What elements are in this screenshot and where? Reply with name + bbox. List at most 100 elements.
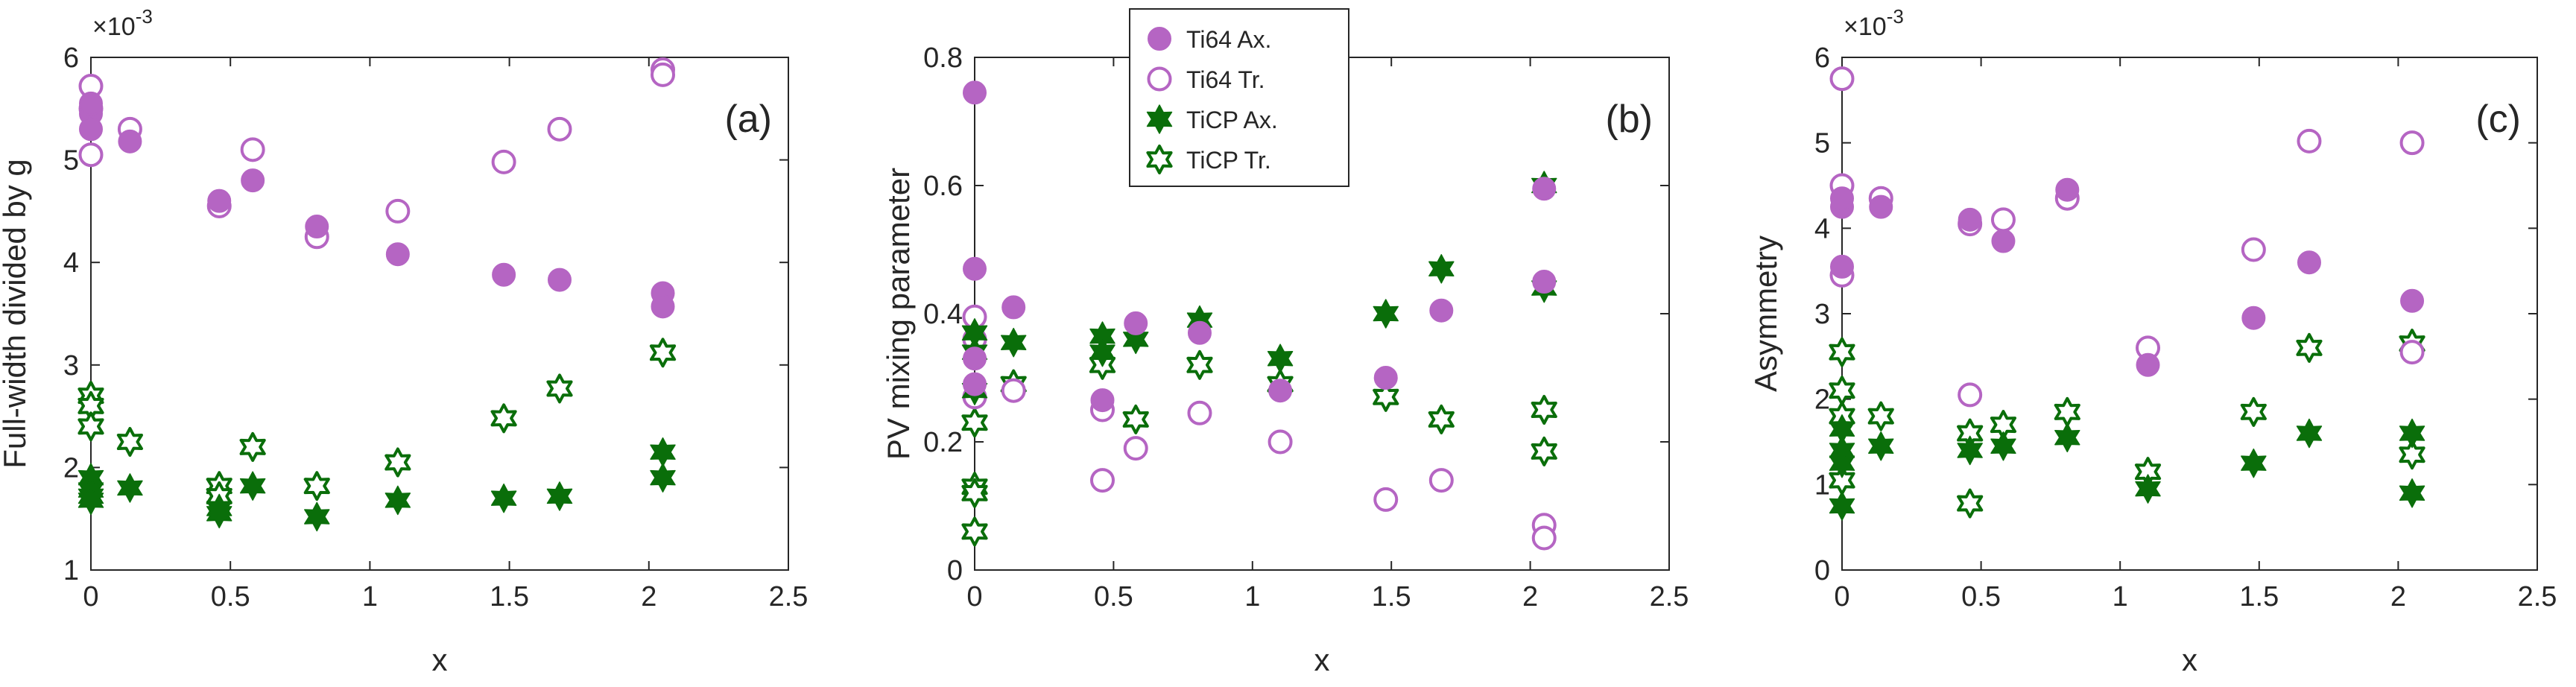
data-point-ticp_ax [1428,254,1455,284]
y-tick-label: 0 [1814,555,1830,586]
legend-entry-ti64_tr: Ti64 Tr. [1147,66,1265,93]
data-point-ticp_tr [961,478,988,508]
legend-entry-ticp_tr: TiCP Tr. [1146,145,1271,174]
y-tick-label: 0.4 [923,299,963,330]
data-point-ti64_ax [1991,229,2016,253]
data-point-ticp_ax [117,473,143,503]
series-ticp_ax [77,437,676,532]
panel-label: (c) [2475,98,2521,141]
data-point-ticp_ax [304,501,330,532]
legend: Ti64 Ax. Ti64 Tr. TiCP Ax. TiCP Tr. [1129,8,1349,187]
data-point-ticp_ax [1123,324,1149,355]
data-point-ti64_tr [1089,468,1115,493]
data-point-ti64_tr [651,62,676,87]
data-point-ti64_ax [492,262,516,287]
legend-label: Ti64 Tr. [1186,66,1265,93]
data-point-ti64_ax [1532,177,1557,201]
y-tick-label: 1 [63,555,79,586]
x-tick-label: 2.5 [769,581,808,612]
x-tick-label: 2 [1522,581,1538,612]
data-point-ti64_ax [2297,250,2321,275]
x-tick-label: 0 [966,581,982,612]
data-point-ticp_tr [961,408,988,438]
series-ti64_ax [963,80,1557,413]
data-point-ticp_tr [1867,401,1894,431]
data-point-ti64_ax [547,267,572,292]
data-point-ticp_tr [1428,404,1455,434]
series-ti64_ax [79,91,675,319]
data-point-ti64_ax [651,294,675,319]
data-point-ti64_ax [1830,254,1854,279]
data-point-ti64_tr [547,116,572,142]
data-point-ti64_tr [491,149,516,174]
series-ti64_ax [1830,177,2425,377]
data-point-ti64_ax [1090,388,1115,413]
data-point-ti64_tr [1373,487,1399,512]
x-tick-label: 1 [1244,581,1260,612]
data-point-ticp_tr [1957,488,1984,519]
data-point-ticp_ax [1990,431,2016,461]
y-tick-label: 4 [1814,213,1830,244]
data-point-ticp_ax [1089,337,1115,367]
legend-marker-ticp_ax [1146,104,1173,134]
data-point-ti64_tr [2241,237,2266,262]
data-point-ti64_ax [2400,288,2425,313]
data-point-ticp_ax [2135,474,2161,504]
x-tick-label: 0.5 [1961,581,2001,612]
data-point-ti64_ax [305,215,329,239]
data-point-ti64_tr [1187,400,1212,425]
data-point-ticp_ax [490,483,517,513]
y-tick-label: 2 [63,452,79,484]
data-point-ticp_tr [2240,396,2267,427]
panel-label: (b) [1605,98,1653,141]
y-multiplier: ×10-3 [1844,5,1904,41]
data-point-ticp_tr [546,373,573,404]
data-point-ti64_tr [2297,128,2322,153]
y-multiplier-exponent: -3 [136,5,153,28]
data-point-ticp_ax [1000,327,1027,358]
data-point-ticp_tr [303,471,330,501]
y-tick-label: 3 [63,350,79,382]
data-point-ticp_tr [1531,436,1557,466]
data-point-ti64_ax [1001,295,1026,320]
panel-label: (a) [724,98,772,141]
x-tick-label: 0.5 [1094,581,1133,612]
data-point-ticp_ax [546,481,573,511]
x-tick-label: 2 [641,581,656,612]
data-point-ticp_ax [2054,422,2080,453]
x-axis-label: x [432,642,448,677]
data-point-ti64_ax [2055,177,2080,202]
data-point-ti64_tr [1990,207,2016,232]
data-point-ti64_ax [1532,270,1557,294]
data-point-ti64_ax [1429,298,1454,323]
data-point-ticp_tr [1829,337,1855,367]
panel-a: 0 0.5 1 1.5 2 2.5 1 2 3 4 5 6 x Full-width divided by… [0,5,808,677]
legend-marker-ticp_tr [1146,145,1173,174]
x-tick-label: 1 [362,581,378,612]
data-point-ti64_tr [1531,525,1557,551]
data-point-ti64_ax [1830,186,1854,211]
data-point-ticp_ax [1829,491,1855,521]
data-point-ticp_tr [1373,382,1399,412]
data-point-ticp_tr [649,338,677,368]
data-point-ti64_ax [1187,320,1212,345]
x-tick-label: 1 [2113,581,2128,612]
y-multiplier-base: ×10 [92,13,136,41]
legend-label: TiCP Ax. [1186,107,1278,133]
data-point-ti64_ax [79,91,103,115]
y-tick-label: 0.6 [923,171,963,202]
data-point-ti64_ax [241,168,265,193]
data-point-ti64_tr [78,142,104,168]
panel-b: 0 0.5 1 1.5 2 2.5 0 0.2 0.4 0.6 0.8 x PV mixing para… [881,42,1689,677]
y-tick-label: 0.2 [923,427,963,458]
data-point-ticp_ax [2296,418,2323,449]
data-point-ti64_ax [963,256,987,281]
data-point-ti64_tr [1428,468,1454,493]
y-multiplier: ×10-3 [92,5,153,41]
x-tick-label: 0 [1834,581,1849,612]
y-tick-label: 6 [1814,42,1830,74]
x-tick-label: 0 [83,581,98,612]
y-tick-label: 2 [1814,384,1830,416]
data-point-ti64_ax [1958,207,1982,232]
